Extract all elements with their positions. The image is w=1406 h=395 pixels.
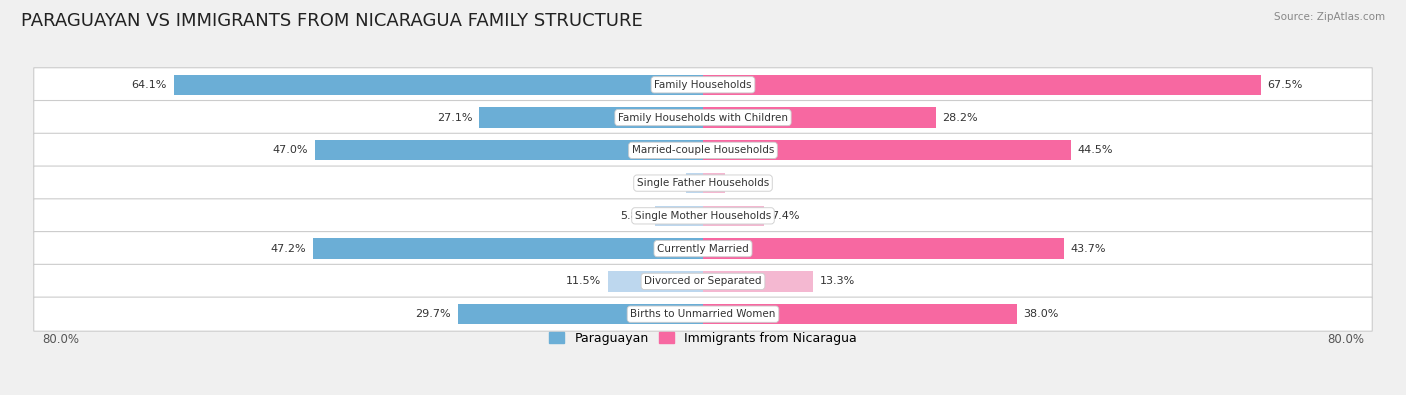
Text: Married-couple Households: Married-couple Households xyxy=(631,145,775,155)
Bar xyxy=(703,304,1017,324)
FancyBboxPatch shape xyxy=(34,100,1372,135)
Bar xyxy=(479,107,703,128)
Bar xyxy=(703,239,1064,259)
Bar xyxy=(314,239,703,259)
Text: Source: ZipAtlas.com: Source: ZipAtlas.com xyxy=(1274,12,1385,22)
Text: 67.5%: 67.5% xyxy=(1267,80,1302,90)
Legend: Paraguayan, Immigrants from Nicaragua: Paraguayan, Immigrants from Nicaragua xyxy=(546,328,860,349)
Text: 38.0%: 38.0% xyxy=(1024,309,1059,319)
Text: 11.5%: 11.5% xyxy=(567,276,602,286)
Text: 43.7%: 43.7% xyxy=(1070,244,1107,254)
Bar xyxy=(655,206,703,226)
Text: 5.8%: 5.8% xyxy=(620,211,648,221)
Bar xyxy=(703,173,725,193)
Text: 80.0%: 80.0% xyxy=(42,333,79,346)
Bar xyxy=(458,304,703,324)
Text: Divorced or Separated: Divorced or Separated xyxy=(644,276,762,286)
Text: 44.5%: 44.5% xyxy=(1077,145,1112,155)
Text: 47.0%: 47.0% xyxy=(273,145,308,155)
Text: 13.3%: 13.3% xyxy=(820,276,855,286)
Bar xyxy=(686,173,703,193)
FancyBboxPatch shape xyxy=(34,231,1372,266)
Bar xyxy=(703,107,936,128)
Text: PARAGUAYAN VS IMMIGRANTS FROM NICARAGUA FAMILY STRUCTURE: PARAGUAYAN VS IMMIGRANTS FROM NICARAGUA … xyxy=(21,12,643,30)
Text: Currently Married: Currently Married xyxy=(657,244,749,254)
Bar xyxy=(703,271,813,292)
Text: Family Households with Children: Family Households with Children xyxy=(619,113,787,122)
Bar xyxy=(315,140,703,160)
Text: 47.2%: 47.2% xyxy=(271,244,307,254)
Text: 2.1%: 2.1% xyxy=(651,178,679,188)
FancyBboxPatch shape xyxy=(34,68,1372,102)
FancyBboxPatch shape xyxy=(34,166,1372,200)
FancyBboxPatch shape xyxy=(34,264,1372,299)
Text: Single Mother Households: Single Mother Households xyxy=(636,211,770,221)
Text: Births to Unmarried Women: Births to Unmarried Women xyxy=(630,309,776,319)
Text: 29.7%: 29.7% xyxy=(415,309,451,319)
Text: 7.4%: 7.4% xyxy=(770,211,799,221)
Bar xyxy=(703,75,1261,95)
FancyBboxPatch shape xyxy=(34,133,1372,167)
Text: 80.0%: 80.0% xyxy=(1327,333,1364,346)
Bar xyxy=(703,206,763,226)
Text: 27.1%: 27.1% xyxy=(437,113,472,122)
FancyBboxPatch shape xyxy=(34,297,1372,331)
Text: Single Father Households: Single Father Households xyxy=(637,178,769,188)
Text: 28.2%: 28.2% xyxy=(942,113,979,122)
Bar xyxy=(173,75,703,95)
FancyBboxPatch shape xyxy=(34,199,1372,233)
Text: 64.1%: 64.1% xyxy=(132,80,167,90)
Text: 2.7%: 2.7% xyxy=(733,178,761,188)
Bar xyxy=(703,140,1070,160)
Bar xyxy=(607,271,703,292)
Text: Family Households: Family Households xyxy=(654,80,752,90)
